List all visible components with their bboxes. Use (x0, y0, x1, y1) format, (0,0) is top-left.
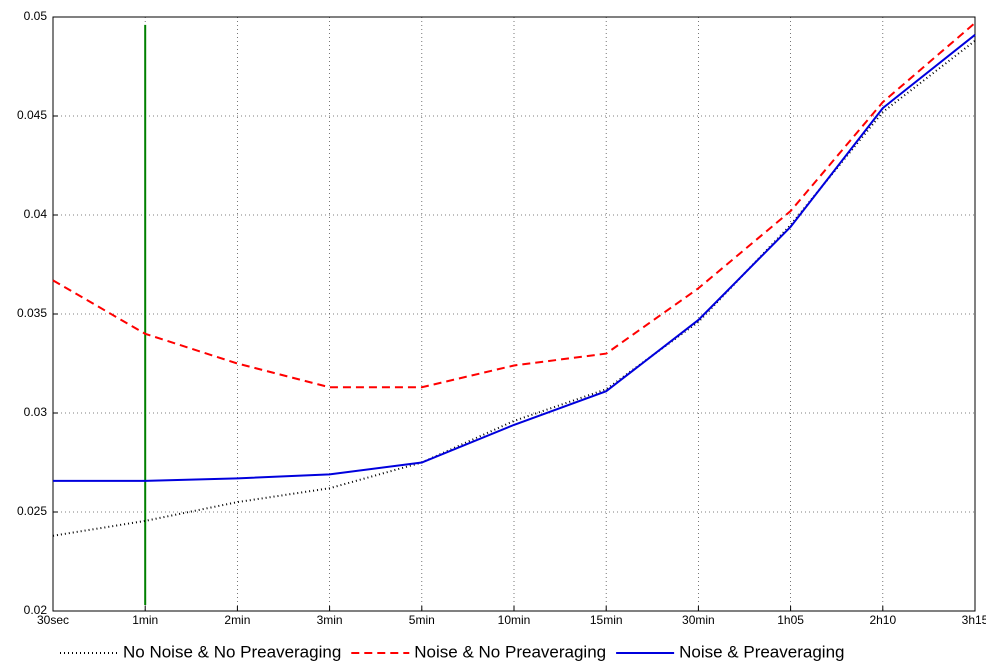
series-line (52, 22, 976, 389)
legend-text: Noise & Preaveraging (679, 642, 844, 661)
x-tick-label: 10min (498, 613, 531, 627)
x-tick-label: 3min (317, 613, 343, 627)
y-tick-label: 0.045 (17, 108, 47, 122)
y-tick-label: 0.035 (17, 306, 47, 320)
legend-text: No Noise & No Preaveraging (123, 642, 341, 661)
x-tick-label: 2min (224, 613, 250, 627)
y-tick-label: 0.02 (24, 603, 48, 617)
y-tick-label: 0.04 (24, 207, 48, 221)
x-tick-label: 2h10 (869, 613, 896, 627)
y-tick-label: 0.03 (24, 405, 48, 419)
x-tick-label: 3h15 (962, 613, 986, 627)
series-line (53, 34, 976, 482)
x-tick-label: 30min (682, 613, 715, 627)
x-tick-label: 1h05 (777, 613, 804, 627)
series-line (52, 39, 976, 537)
y-tick-label: 0.025 (17, 504, 47, 518)
legend-text: Noise & No Preaveraging (414, 642, 606, 661)
axes-box (52, 16, 976, 612)
y-tick-label: 0.05 (24, 9, 48, 23)
x-tick-label: 1min (132, 613, 158, 627)
x-tick-label: 15min (590, 613, 623, 627)
x-tick-label: 5min (409, 613, 435, 627)
x-tick-label: 30sec (37, 613, 69, 627)
